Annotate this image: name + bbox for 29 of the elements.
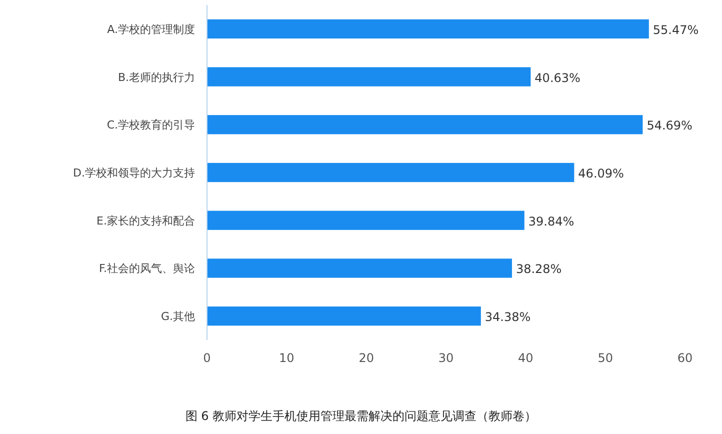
caption: 图 6 教师对学生手机使用管理最需解决的问题意见调查（教师卷） [185, 409, 537, 423]
y-tick-label: C.学校教育的引导 [106, 118, 195, 132]
bar [207, 258, 512, 278]
bar [207, 306, 481, 326]
x-tick-label: 40 [518, 351, 534, 365]
data-label: 55.47% [652, 22, 699, 37]
bar [207, 210, 524, 230]
x-tick-label: 60 [677, 351, 693, 365]
y-tick-label: D.学校和领导的大力支持 [73, 166, 195, 180]
x-tick-label: 20 [358, 351, 374, 365]
bar [207, 162, 574, 182]
y-tick-label: B.老师的执行力 [118, 70, 195, 84]
y-tick-label: E.家长的支持和配合 [96, 214, 195, 228]
data-label: 34.38% [484, 310, 531, 324]
bar [207, 67, 531, 86]
x-tick-label: 50 [598, 351, 613, 365]
data-label: 54.69% [646, 118, 692, 133]
x-tick-label: 10 [279, 351, 294, 365]
y-tick-label: G.其他 [160, 310, 195, 324]
x-tick-label: 0 [203, 351, 211, 365]
data-label: 40.63% [534, 70, 580, 85]
data-label: 39.84% [528, 214, 574, 228]
bar [207, 115, 643, 134]
bar [207, 19, 649, 38]
x-tick-label: 30 [438, 351, 454, 365]
data-label: 38.28% [516, 262, 562, 276]
y-tick-label: A.学校的管理制度 [107, 22, 195, 36]
y-tick-label: F.社会的风气、舆论 [98, 262, 195, 276]
data-label: 46.09% [578, 166, 624, 180]
